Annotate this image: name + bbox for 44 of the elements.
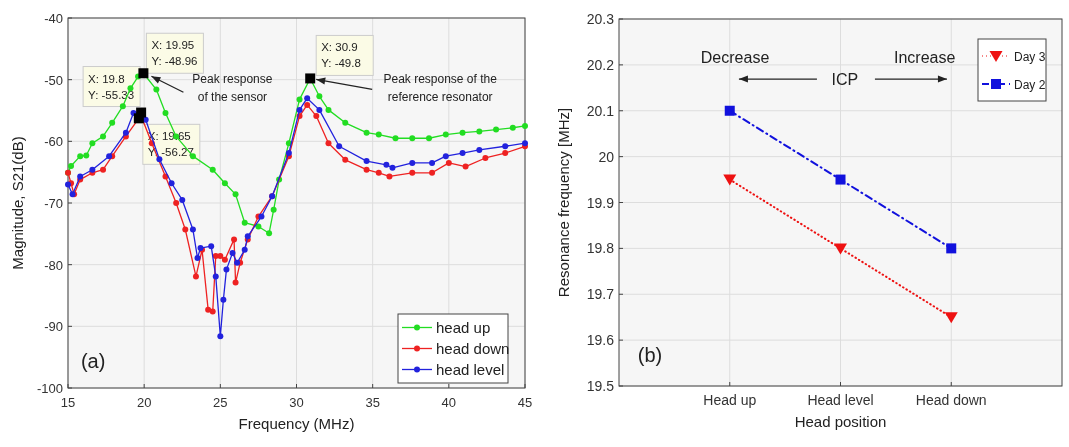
x-tick-label: Head up (703, 392, 757, 408)
annotation: Peak response of the sensor (192, 72, 273, 105)
y-tick-label: -60 (44, 134, 63, 150)
y-tick-label: -100 (36, 381, 63, 396)
y-axis-title: Resonance frequency [MHz] (555, 107, 572, 298)
y-tick-label: 19.8 (586, 240, 615, 257)
y-axis-title: Magnitude, S21(dB) (9, 136, 26, 270)
y-tick-label: 19.5 (586, 378, 615, 394)
annotation: (b) (637, 344, 663, 367)
legend-label: Day 2 (1014, 78, 1046, 92)
x-tick-label: 20 (136, 395, 152, 410)
y-tick-label: -50 (44, 72, 63, 88)
legend-label: head level (436, 360, 505, 378)
x-tick-label: 40 (441, 395, 457, 410)
x-tick-label: 35 (365, 395, 380, 410)
annotation: Decrease (700, 49, 770, 67)
y-tick-label: 20.1 (586, 102, 615, 119)
y-tick-label: -40 (44, 11, 63, 26)
legend-label: Day 3 (1014, 50, 1046, 64)
y-tick-label: 20 (598, 148, 615, 165)
x-axis-title: Frequency (MHz) (238, 415, 355, 432)
annotation: X: 30.9 Y: -49.8 (321, 41, 361, 70)
y-tick-label: 19.9 (586, 194, 615, 211)
annotation: X: 19.95 Y: -48.96 (151, 39, 198, 68)
legend-label: head up (436, 318, 491, 336)
y-tick-label: 20.2 (586, 56, 615, 73)
y-tick-label: -80 (44, 257, 63, 273)
x-tick-label: Head level (807, 392, 874, 408)
y-tick-label: 20.3 (586, 11, 615, 27)
x-axis-title: Head position (794, 413, 887, 430)
legend-label: head down (436, 339, 510, 357)
y-tick-label: 19.7 (586, 286, 615, 303)
y-tick-label: 19.6 (586, 332, 615, 349)
annotation: ICP (831, 71, 859, 89)
annotation: Increase (893, 49, 956, 67)
annotation: (a) (80, 350, 106, 373)
x-tick-label: 15 (60, 395, 76, 410)
y-tick-label: -90 (44, 319, 63, 335)
x-tick-label: 25 (213, 395, 228, 410)
y-tick-label: -70 (44, 196, 63, 211)
x-tick-label: 30 (289, 395, 304, 410)
annotation: Peak response of the reference resonator (383, 72, 498, 105)
x-tick-label: 45 (517, 395, 533, 410)
x-tick-label: Head down (915, 392, 987, 408)
